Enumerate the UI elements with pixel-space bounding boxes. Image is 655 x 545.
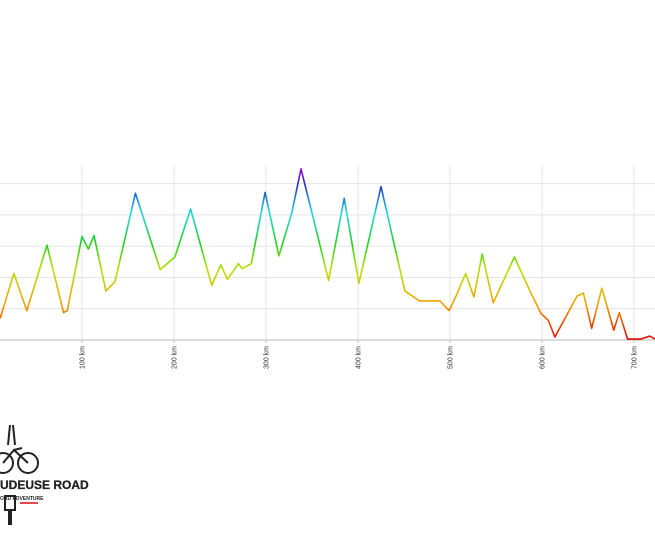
x-tick-label: 300 km <box>264 346 271 369</box>
logo-spire <box>7 424 16 446</box>
x-tick-label: 200 km <box>172 346 179 369</box>
logo-subtitle: OAD ADVENTURE <box>0 496 44 502</box>
x-tick-label: 100 km <box>80 346 87 369</box>
grid: 100 km 200 km 300 km 400 km 500 km 600 km 700 … <box>0 165 655 369</box>
plot <box>0 168 655 340</box>
x-tick-label: 400 km <box>356 346 363 369</box>
elevation-line <box>0 168 655 340</box>
x-tick-label: 600 km <box>540 346 547 369</box>
logo-wheel <box>0 452 14 474</box>
x-tick-label: 500 km <box>448 346 455 369</box>
logo <box>0 424 39 525</box>
logo-title: UDEUSE ROAD <box>0 478 89 492</box>
logo-frame <box>2 447 29 464</box>
logo-wheel <box>17 452 39 474</box>
x-tick-label: 700 km <box>632 346 639 369</box>
